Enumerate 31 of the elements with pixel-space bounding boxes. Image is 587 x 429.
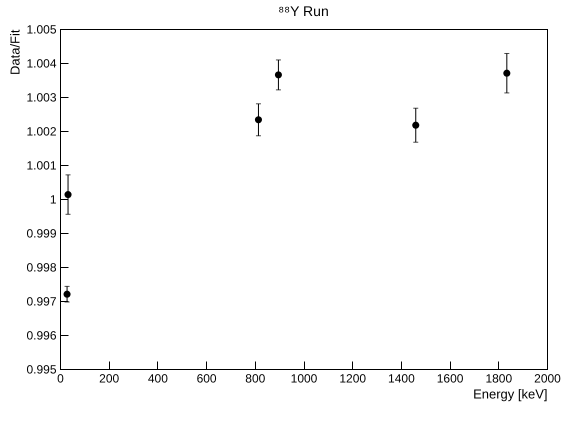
point: [274, 71, 282, 78]
point: [503, 70, 510, 77]
x-tick-label: 1000: [290, 372, 318, 386]
x-tick-label: 1400: [388, 372, 416, 386]
x-axis-title: Energy [keV]: [473, 386, 548, 402]
x-tick-label: 800: [245, 372, 266, 386]
y-tick-label: 0.995: [26, 362, 57, 376]
x-tick-label: 200: [99, 372, 120, 386]
y-tick-label: 1.002: [26, 124, 57, 138]
x-tick-label: 2000: [534, 372, 562, 386]
x-tick-label: 400: [148, 372, 168, 386]
x-tick-label: 0: [57, 372, 64, 386]
y-tick-label: 0.996: [26, 328, 57, 342]
y-tick-label: 0.998: [26, 260, 57, 274]
y-tick-label: 1.001: [26, 158, 57, 172]
y-tick-label: 1.004: [26, 56, 57, 70]
y-tick-label: 1: [50, 192, 57, 206]
y-tick-label: 0.997: [26, 294, 57, 308]
x-tick-label: 1600: [436, 372, 464, 386]
point: [64, 290, 71, 298]
x-tick-label: 600: [196, 372, 217, 386]
chart-title: ⁸⁸Y Run: [278, 3, 329, 19]
point: [254, 116, 262, 124]
y-tick-label: 1.005: [26, 22, 57, 36]
y-axis-title: Data/Fit: [7, 29, 22, 76]
y-tick-label: 1.003: [26, 90, 57, 104]
point: [412, 122, 420, 129]
point: [64, 191, 72, 198]
y-tick-label: 0.999: [26, 226, 57, 240]
x-tick-label: 1800: [485, 372, 512, 386]
x-tick-label: 1200: [339, 372, 366, 386]
